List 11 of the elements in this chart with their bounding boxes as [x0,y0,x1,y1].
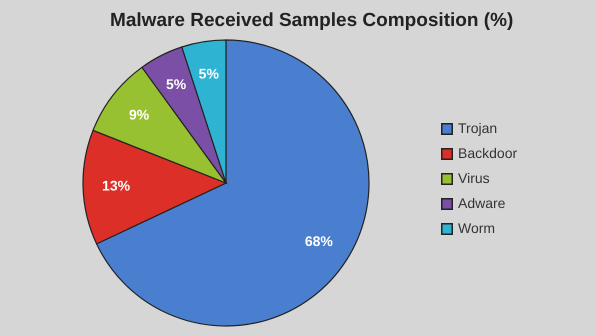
chart-title: Malware Received Samples Composition (%) [110,10,514,31]
legend-label: Virus [458,170,490,186]
data-label: 13% [102,177,131,194]
data-label: 68% [304,232,334,249]
data-label: 5% [198,65,220,82]
legend-label: Backdoor [458,145,518,161]
legend-label: Trojan [458,120,498,136]
legend-label: Adware [458,195,506,211]
legend-label: Worm [458,220,496,236]
data-label: 9% [128,106,150,123]
data-label: 5% [166,76,187,92]
